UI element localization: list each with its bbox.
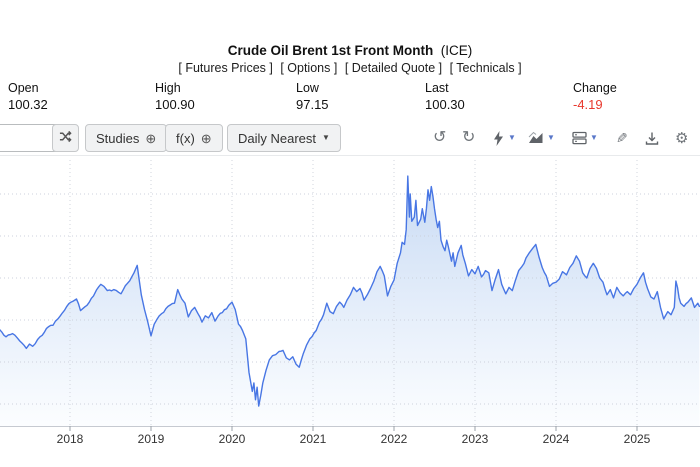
download-button[interactable] [645, 127, 659, 149]
redo-icon: ↻ [462, 129, 476, 146]
quote-last-label: Last [425, 81, 449, 95]
quote-open-label: Open [8, 81, 39, 95]
layouts-dropdown[interactable]: ▼ [572, 127, 598, 149]
symbol-input[interactable] [0, 124, 60, 152]
studies-button[interactable]: Studies ⊕ [85, 124, 168, 152]
quote-last: Last 100.30 [425, 81, 465, 112]
settings-button[interactable]: ⚙ [675, 127, 688, 149]
quote-high-value: 100.90 [155, 97, 195, 112]
undo-button[interactable]: ↺ [433, 127, 446, 149]
quote-open: Open 100.32 [8, 81, 48, 112]
x-axis-label: 2018 [57, 432, 84, 446]
redo-button[interactable]: ↻ [462, 127, 475, 149]
link-technicals[interactable]: [ Technicals ] [449, 61, 522, 75]
x-axis-label: 2019 [138, 432, 165, 446]
chevron-down-icon: ▼ [590, 133, 598, 142]
annotate-button[interactable]: ✎ [616, 127, 628, 149]
chevron-down-icon: ▼ [322, 133, 330, 142]
chevron-down-icon: ▼ [547, 133, 555, 142]
quote-open-value: 100.32 [8, 97, 48, 112]
quote-high: High 100.90 [155, 81, 195, 112]
quote-low-label: Low [296, 81, 319, 95]
quote-low-value: 97.15 [296, 97, 329, 112]
link-futures-prices[interactable]: [ Futures Prices ] [178, 61, 273, 75]
exchange-code: (ICE) [440, 43, 473, 58]
download-icon [645, 131, 659, 146]
link-options[interactable]: [ Options ] [280, 61, 338, 75]
plus-circle-icon: ⊕ [145, 130, 157, 146]
x-axis-label: 2024 [543, 432, 570, 446]
quote-low: Low 97.15 [296, 81, 329, 112]
layout-panels-icon [572, 131, 587, 145]
quote-high-label: High [155, 81, 181, 95]
quote-change: Change -4.19 [573, 81, 617, 112]
fx-label: f(x) [176, 130, 195, 146]
undo-icon: ↺ [433, 129, 447, 146]
compare-button[interactable] [52, 124, 79, 152]
x-axis-label: 2021 [300, 432, 327, 446]
quote-change-label: Change [573, 81, 617, 95]
x-axis-label: 2022 [381, 432, 408, 446]
studies-label: Studies [96, 130, 140, 146]
x-axis-label: 2023 [462, 432, 489, 446]
plus-circle-icon: ⊕ [200, 130, 212, 146]
quote-last-value: 100.30 [425, 97, 465, 112]
chart-type-dropdown[interactable]: ▼ [528, 127, 555, 149]
page-title: Crude Oil Brent 1st Front Month (ICE) [0, 43, 700, 58]
frequency-label: Daily Nearest [238, 130, 317, 146]
chevron-down-icon: ▼ [508, 133, 516, 142]
compare-icon [59, 130, 72, 146]
symbol-title: Crude Oil Brent 1st Front Month [227, 43, 434, 58]
price-chart[interactable]: 2018 2019 2020 2021 2022 2023 2024 2025 [0, 156, 700, 456]
area-chart-icon [528, 131, 544, 145]
gear-icon: ⚙ [675, 129, 689, 147]
quote-nav-links: [ Futures Prices ] [ Options ] [ Detaile… [0, 61, 700, 75]
quote-change-value: -4.19 [573, 97, 603, 112]
quick-tools-dropdown[interactable]: ▼ [492, 127, 516, 149]
lightning-icon [492, 130, 505, 146]
chart-header: Crude Oil Brent 1st Front Month (ICE) [ … [0, 43, 700, 75]
frequency-dropdown[interactable]: Daily Nearest ▼ [227, 124, 341, 152]
x-axis-label: 2025 [624, 432, 651, 446]
pencil-icon: ✎ [616, 130, 628, 146]
x-axis-label: 2020 [219, 432, 246, 446]
link-detailed-quote[interactable]: [ Detailed Quote ] [344, 61, 443, 75]
fx-button[interactable]: f(x) ⊕ [165, 124, 223, 152]
chart-area: 2018 2019 2020 2021 2022 2023 2024 2025 [0, 155, 700, 456]
